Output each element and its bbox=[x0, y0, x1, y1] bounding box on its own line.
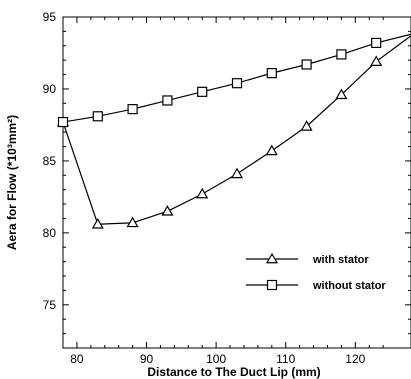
data-point bbox=[163, 96, 172, 105]
y-tick-label: 85 bbox=[43, 154, 57, 168]
data-point bbox=[233, 79, 242, 88]
data-point bbox=[232, 169, 242, 178]
series-with-stator bbox=[58, 36, 411, 228]
data-point bbox=[267, 146, 277, 155]
y-tick-label: 75 bbox=[43, 298, 57, 312]
series-layer bbox=[58, 34, 411, 228]
legend-item: with stator bbox=[246, 254, 369, 266]
x-tick-label: 110 bbox=[276, 352, 295, 366]
data-point bbox=[198, 87, 207, 96]
series-line bbox=[63, 36, 411, 225]
x-tick-label: 80 bbox=[70, 352, 84, 366]
legend-item: without stator bbox=[246, 280, 386, 292]
data-point bbox=[371, 57, 381, 66]
plot-frame bbox=[63, 17, 411, 348]
legend-square-marker bbox=[268, 281, 277, 290]
y-tick-label: 80 bbox=[43, 226, 57, 240]
y-axis-title: Aera for Flow (*10³mm²) bbox=[5, 115, 19, 250]
series-without-stator bbox=[59, 34, 411, 126]
x-axis-title: Distance to The Duct Lip (mm) bbox=[147, 365, 320, 379]
legend-label: with stator bbox=[312, 254, 369, 266]
y-tick-label: 95 bbox=[43, 10, 57, 24]
x-tick-label: 120 bbox=[345, 352, 365, 366]
data-point bbox=[93, 112, 102, 121]
legend-triangle-marker bbox=[267, 254, 277, 263]
data-point bbox=[128, 105, 137, 114]
legend: with stator without stator bbox=[246, 254, 386, 292]
x-tick-label: 100 bbox=[206, 352, 226, 366]
plot-area bbox=[63, 17, 411, 348]
data-point bbox=[162, 206, 172, 215]
data-point bbox=[197, 189, 207, 198]
x-tick-label: 90 bbox=[140, 352, 154, 366]
data-point bbox=[59, 118, 68, 127]
data-point bbox=[302, 60, 311, 69]
legend-label: without stator bbox=[312, 280, 386, 292]
data-point bbox=[372, 38, 381, 47]
data-point bbox=[267, 69, 276, 78]
data-point bbox=[337, 50, 346, 59]
axis-ticks: 80 90 100 110 120 75 80 85 90 95 bbox=[43, 10, 411, 366]
y-tick-label: 90 bbox=[43, 82, 57, 96]
